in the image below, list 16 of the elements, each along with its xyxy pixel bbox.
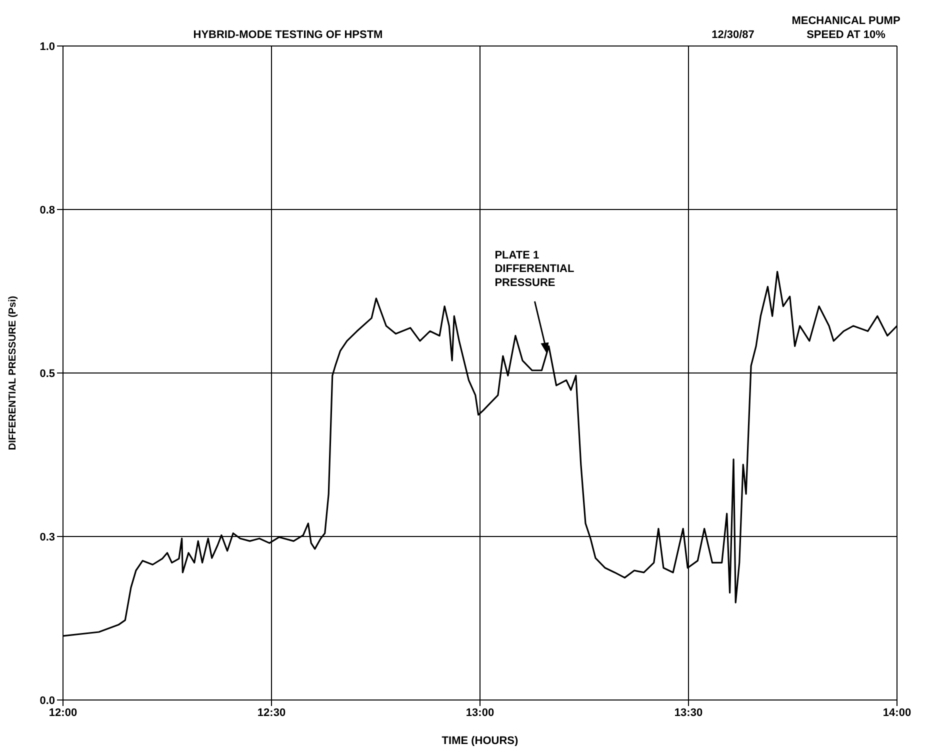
annotation: PLATE 1 DIFFERENTIAL PRESSURE (494, 249, 574, 289)
y-tick-label: 0.5 (40, 368, 55, 380)
x-tick-label: 13:00 (466, 706, 494, 719)
x-tick-label: 13:30 (674, 706, 703, 719)
y-tick-label: 1.0 (40, 40, 55, 53)
y-tick-label: 0.3 (40, 531, 55, 544)
x-tick-label: 14:00 (882, 706, 912, 719)
x-axis-title: TIME (HOURS) (442, 735, 519, 747)
x-tick-label: 12:30 (257, 706, 286, 719)
text: MECHANICAL PUMP SPEED AT 10% (792, 15, 900, 41)
y-axis-title: DIFFERENTIAL PRESSURE (Psi) (8, 296, 19, 450)
chart-title: HYBRID-MODE TESTING OF HPSTM (193, 29, 383, 41)
text: 12/30/87 (712, 29, 754, 41)
x-tick-label: 12:00 (48, 706, 78, 719)
y-tick-label: 0.0 (40, 694, 55, 707)
y-tick-label: 0.8 (40, 204, 55, 216)
